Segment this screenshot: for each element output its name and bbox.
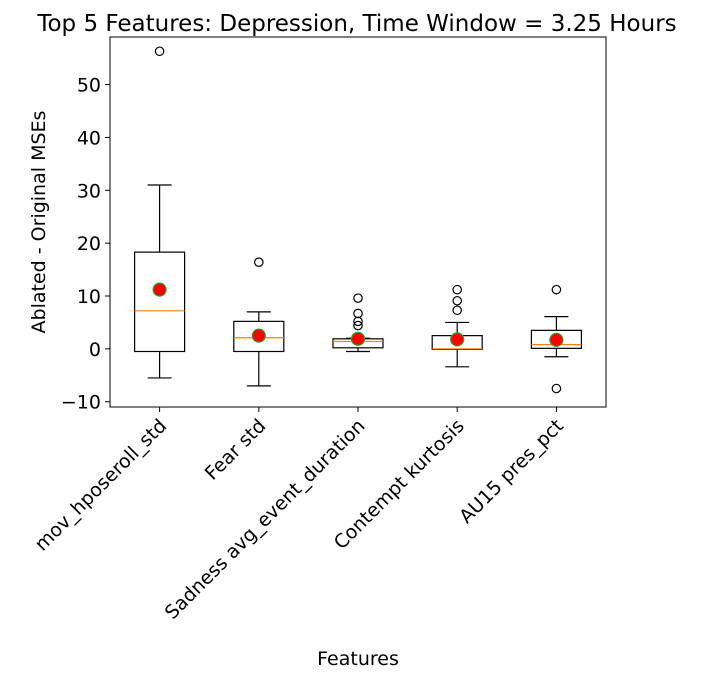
outlier-point [353, 308, 363, 319]
box-group [431, 284, 483, 368]
x-axis-title: Features [317, 648, 399, 670]
x-tick-label: mov_hposeroll_std [31, 415, 171, 555]
y-axis: −10 0 10 20 30 40 50 [61, 75, 110, 414]
mean-marker [549, 332, 564, 347]
y-tick-label: 40 [77, 127, 101, 149]
outlier-point [551, 383, 562, 394]
box-group [233, 257, 285, 387]
outlier-point [353, 293, 363, 303]
x-tick-label: AU15 pres_pct [455, 415, 568, 528]
outlier-point [154, 46, 165, 57]
iqr-box [530, 329, 583, 349]
y-tick-label: 30 [77, 180, 101, 202]
mean-marker [152, 282, 167, 297]
box-group [332, 293, 384, 353]
iqr-box [233, 320, 285, 353]
y-tick-label: 20 [77, 233, 101, 255]
outlier-point [452, 295, 462, 306]
outlier-point [452, 305, 462, 316]
outlier-point [452, 284, 462, 295]
box-group [530, 284, 583, 394]
y-tick-label: −10 [61, 392, 101, 414]
y-tick-label: 10 [77, 286, 101, 308]
chart-title: Top 5 Features: Depression, Time Window … [36, 11, 676, 37]
x-tick-label: Sadness avg_event_duration [161, 415, 370, 624]
mean-marker [350, 331, 366, 346]
x-tick-label: Fear std [201, 415, 271, 485]
outlier-point [353, 320, 363, 331]
plot-area [109, 36, 607, 408]
y-axis-title: Ablated - Original MSEs [28, 111, 50, 334]
y-tick-label: 0 [89, 339, 101, 361]
y-tick-label: 50 [77, 75, 101, 97]
outlier-point [551, 284, 562, 295]
mean-marker [251, 328, 266, 343]
iqr-box [134, 251, 186, 353]
box-group [134, 46, 186, 379]
mean-marker [450, 332, 465, 347]
outlier-point [253, 257, 264, 267]
